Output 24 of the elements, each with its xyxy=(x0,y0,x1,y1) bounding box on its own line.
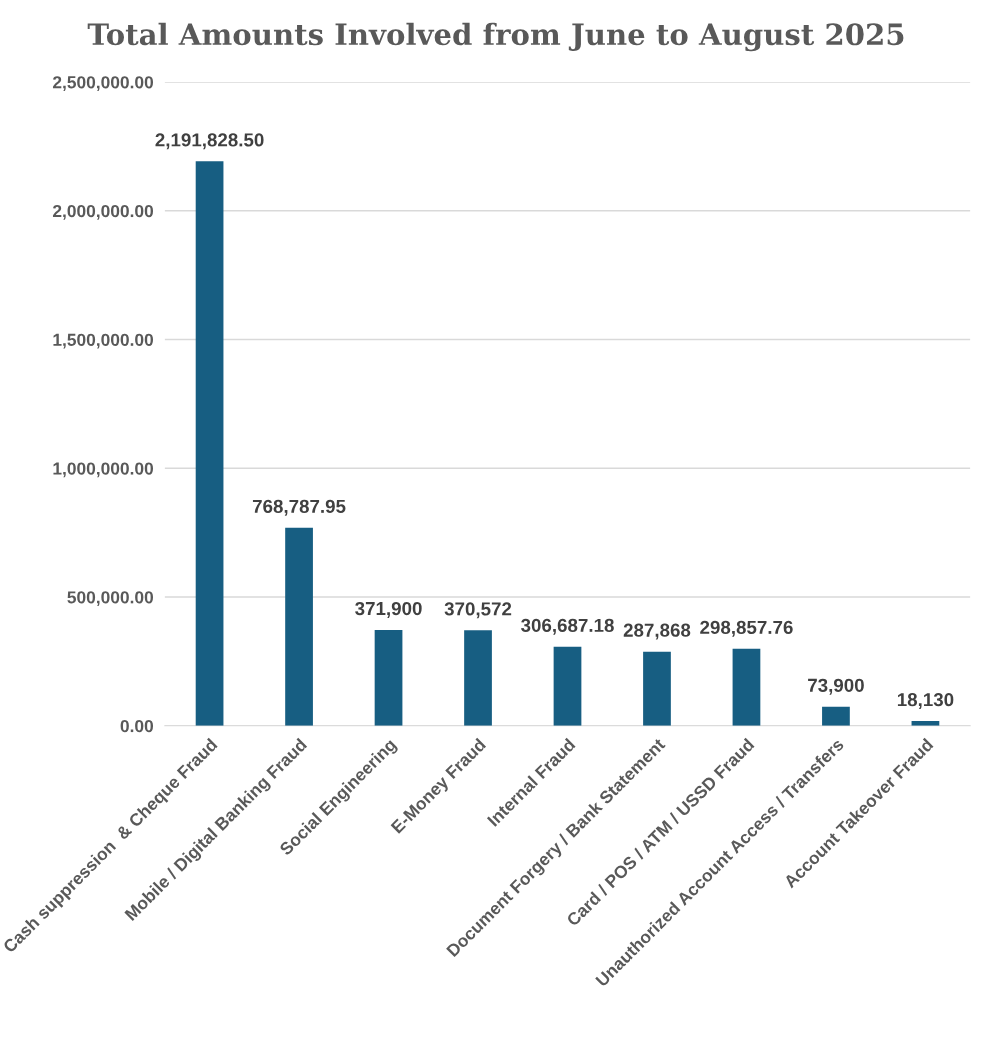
bar xyxy=(822,706,850,726)
bar xyxy=(732,648,761,726)
data-label: 370,572 xyxy=(444,602,512,619)
bar xyxy=(374,630,403,726)
y-tick-label: 1,000,000.00 xyxy=(53,462,154,478)
y-tick-label: 2,500,000.00 xyxy=(52,76,154,91)
data-label: 306,687.18 xyxy=(521,618,614,635)
data-label: 73,900 xyxy=(808,678,864,695)
data-label: 2,191,828.50 xyxy=(155,133,264,150)
data-label: 287,868 xyxy=(623,623,691,640)
bar xyxy=(195,161,224,726)
bar xyxy=(643,651,671,726)
bar xyxy=(285,527,313,726)
y-tick-label: 0.00 xyxy=(120,719,154,733)
data-label: 298,857.76 xyxy=(700,620,793,637)
chart-title: Total Amounts Involved from June to August 2025 xyxy=(87,22,904,52)
y-tick-label: 1,500,000.00 xyxy=(53,333,154,349)
y-tick-label: 2,000,000.00 xyxy=(52,204,154,220)
data-label: 371,900 xyxy=(355,601,422,618)
bar xyxy=(553,646,582,726)
data-label: 768,787.95 xyxy=(252,499,346,516)
bar xyxy=(464,630,492,726)
y-tick-label: 500,000.00 xyxy=(67,591,154,607)
data-label: 18,130 xyxy=(897,693,954,710)
